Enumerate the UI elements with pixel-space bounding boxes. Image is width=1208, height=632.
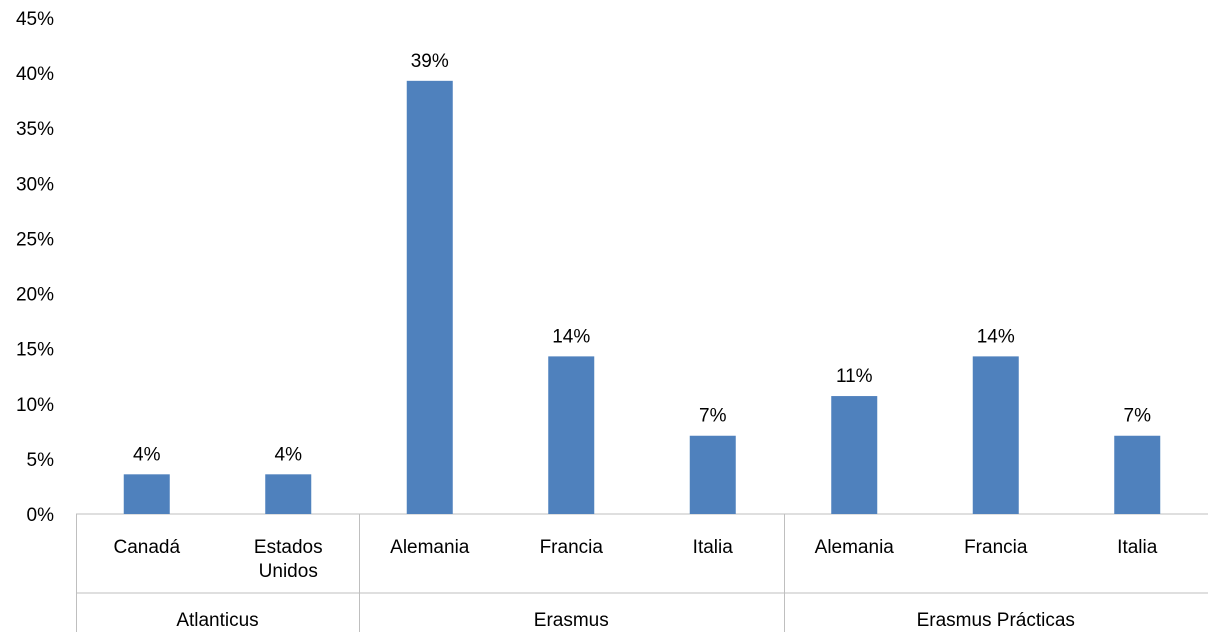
group-label: Erasmus bbox=[534, 610, 609, 631]
category-label: Italia bbox=[693, 537, 734, 558]
category-label: Estados Unidos bbox=[254, 537, 323, 582]
y-tick-label: 40% bbox=[16, 64, 54, 85]
y-tick-label: 15% bbox=[16, 340, 54, 361]
bar bbox=[548, 356, 595, 514]
category-label: Francia bbox=[540, 537, 604, 558]
data-label: 39% bbox=[411, 51, 449, 72]
category-label: Italia bbox=[1117, 537, 1158, 558]
bar bbox=[689, 435, 736, 514]
y-tick-label: 25% bbox=[16, 229, 54, 250]
axes bbox=[76, 513, 1208, 632]
category-label: Alemania bbox=[390, 537, 470, 558]
y-tick-label: 0% bbox=[27, 505, 55, 526]
bar bbox=[972, 356, 1019, 514]
data-label: 11% bbox=[836, 366, 873, 387]
y-tick-label: 5% bbox=[27, 450, 55, 471]
bars bbox=[123, 80, 1161, 515]
group-label: Erasmus Prácticas bbox=[917, 610, 1075, 631]
data-label: 4% bbox=[275, 444, 303, 465]
y-tick-label: 10% bbox=[16, 395, 54, 416]
category-label: Francia bbox=[964, 537, 1028, 558]
y-tick-label: 35% bbox=[16, 119, 54, 140]
y-tick-label: 20% bbox=[16, 285, 54, 306]
group-labels: Atlanticus Erasmus Erasmus Prácticas bbox=[176, 610, 1075, 631]
bar bbox=[831, 396, 878, 514]
bar bbox=[265, 474, 312, 514]
group-label: Atlanticus bbox=[176, 610, 258, 631]
y-tick-label: 30% bbox=[16, 174, 54, 195]
data-labels: 4% 4% 39% 14% 7% 11% 14% 7% bbox=[133, 51, 1151, 465]
data-label: 14% bbox=[977, 326, 1015, 347]
data-label: 4% bbox=[133, 444, 161, 465]
y-axis-tick-labels: 0% 5% 10% 15% 20% 25% 30% 35% 40% 45% bbox=[16, 9, 54, 526]
category-label: Alemania bbox=[815, 537, 895, 558]
data-label: 7% bbox=[699, 406, 727, 427]
category-labels: Canadá Estados Unidos Alemania Francia Italia… bbox=[113, 537, 1157, 582]
bar bbox=[1114, 435, 1161, 514]
data-label: 14% bbox=[552, 326, 590, 347]
category-label: Canadá bbox=[113, 537, 180, 558]
bar bbox=[123, 474, 170, 514]
data-label: 7% bbox=[1124, 406, 1152, 427]
y-tick-label: 45% bbox=[16, 9, 54, 30]
bar bbox=[406, 80, 453, 515]
